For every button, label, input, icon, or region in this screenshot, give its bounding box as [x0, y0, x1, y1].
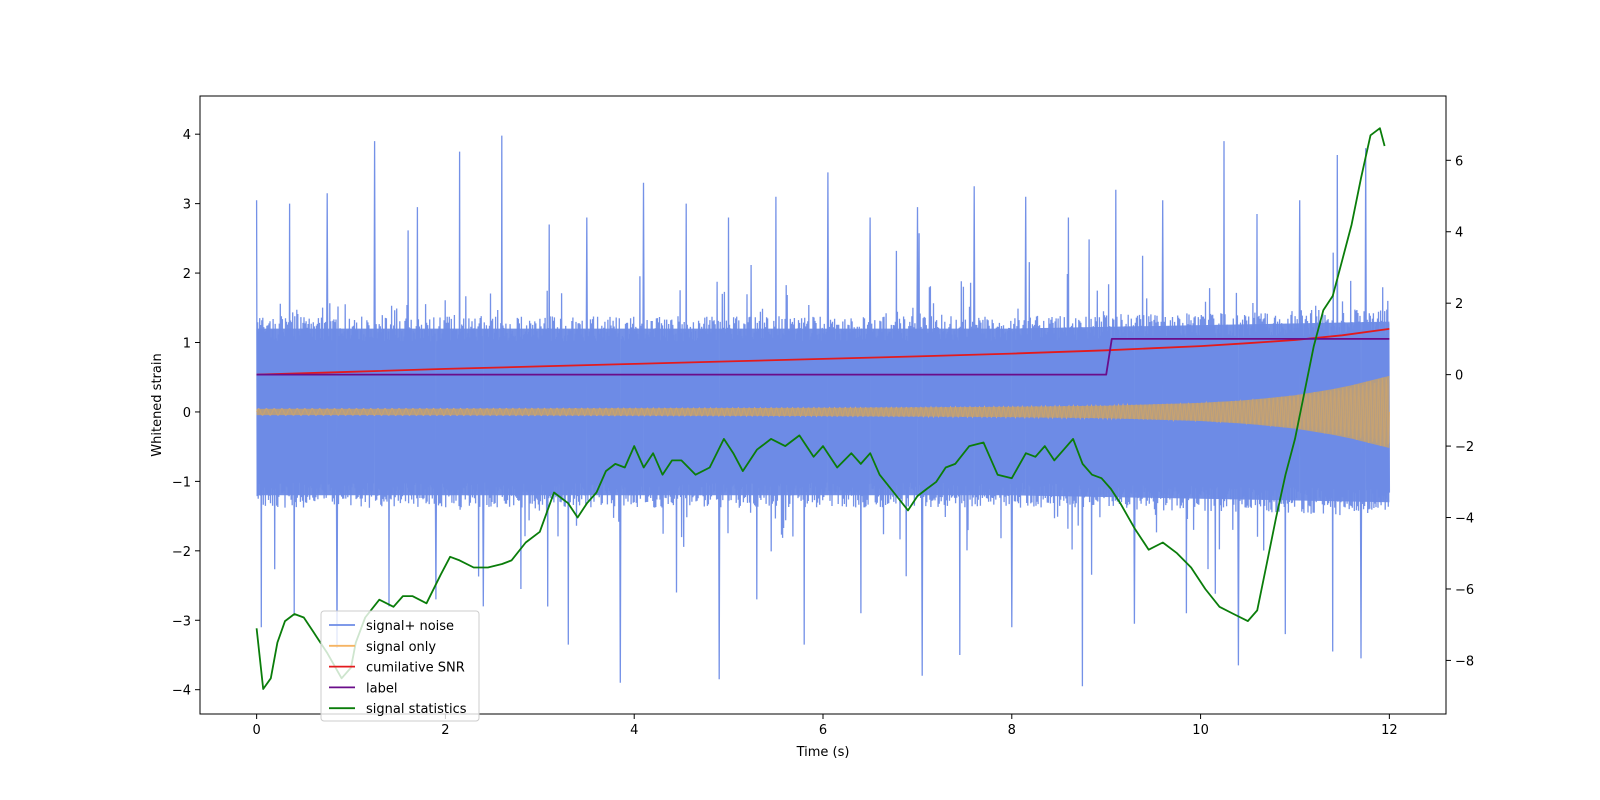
label-line — [256, 337, 1390, 376]
y-tick-label: 4 — [183, 128, 191, 143]
signal-only-envelope — [256, 375, 1390, 449]
cumulative-snr-line — [256, 328, 1390, 376]
x-tick-label: 10 — [1192, 723, 1209, 738]
y-tick-label: −3 — [172, 614, 191, 629]
legend-label: signal statistics — [366, 702, 467, 717]
y-tick-label: −1 — [172, 475, 191, 490]
y2-tick-label: 6 — [1455, 154, 1463, 169]
x-tick-label: 6 — [819, 723, 827, 738]
y2-tick-label: 0 — [1455, 369, 1463, 384]
y2-tick-label: −4 — [1455, 512, 1474, 527]
legend-label: signal+ noise — [366, 619, 454, 634]
y-axis-label: Whitened strain — [150, 353, 165, 456]
legend: signal+ noise signal only cumilative SNR la… — [320, 610, 480, 722]
y-tick-label: −2 — [172, 545, 191, 560]
x-axis-label: Time (s) — [796, 745, 850, 760]
x-tick-label: 0 — [252, 723, 260, 738]
legend-box — [320, 610, 480, 722]
x-tick-label: 4 — [630, 723, 638, 738]
legend-label: label — [366, 681, 397, 696]
legend-label: cumilative SNR — [366, 661, 465, 676]
signal-statistics-line — [255, 127, 1386, 690]
x-tick-label: 12 — [1381, 723, 1398, 738]
legend-label: signal only — [366, 640, 436, 655]
y-tick-label: 1 — [183, 337, 191, 352]
y-tick-label: 2 — [183, 267, 191, 282]
y2-tick-label: −6 — [1455, 583, 1474, 598]
y-tick-label: 0 — [183, 406, 191, 421]
x-tick-label: 8 — [1008, 723, 1016, 738]
y2-tick-label: −8 — [1455, 654, 1474, 669]
y-tick-label: −4 — [172, 684, 191, 699]
x-tick-label: 2 — [441, 723, 449, 738]
y-tick-label: 3 — [183, 198, 191, 213]
plot-area — [255, 127, 1391, 690]
y2-tick-label: −2 — [1455, 440, 1474, 455]
y2-tick-label: 2 — [1455, 297, 1463, 312]
y2-tick-label: 4 — [1455, 226, 1463, 241]
